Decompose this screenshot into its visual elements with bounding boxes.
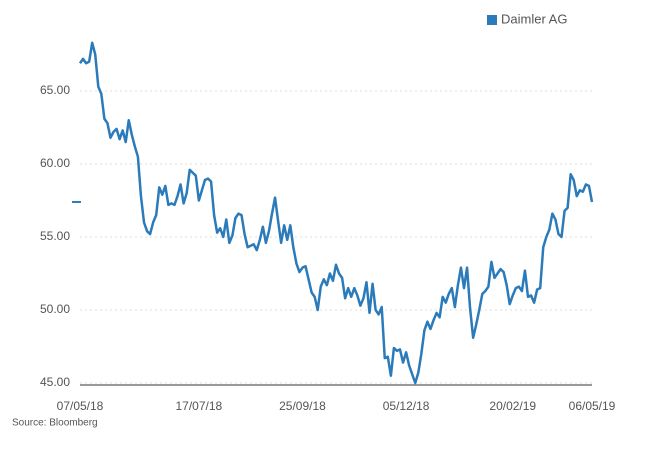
x-tick-label: 06/05/19 xyxy=(569,399,616,413)
y-tick-label: 50.00 xyxy=(40,302,70,316)
y-tick-label: 60.00 xyxy=(40,156,70,170)
x-tick-label: 20/02/19 xyxy=(489,399,536,413)
x-tick-label: 07/05/18 xyxy=(57,399,104,413)
source: Source: Bloomberg xyxy=(12,418,98,429)
y-tick-label: 55.00 xyxy=(40,229,70,243)
price-line xyxy=(78,41,594,385)
x-tick-label: 25/09/18 xyxy=(279,399,326,413)
legend-swatch xyxy=(487,15,497,25)
y-tick-label: 65.00 xyxy=(40,83,70,97)
x-tick-label: 05/12/18 xyxy=(383,399,430,413)
y-tick-label: 45.00 xyxy=(40,375,70,389)
legend-label: Daimler AG xyxy=(501,11,567,26)
x-tick-label: 17/07/18 xyxy=(175,399,222,413)
